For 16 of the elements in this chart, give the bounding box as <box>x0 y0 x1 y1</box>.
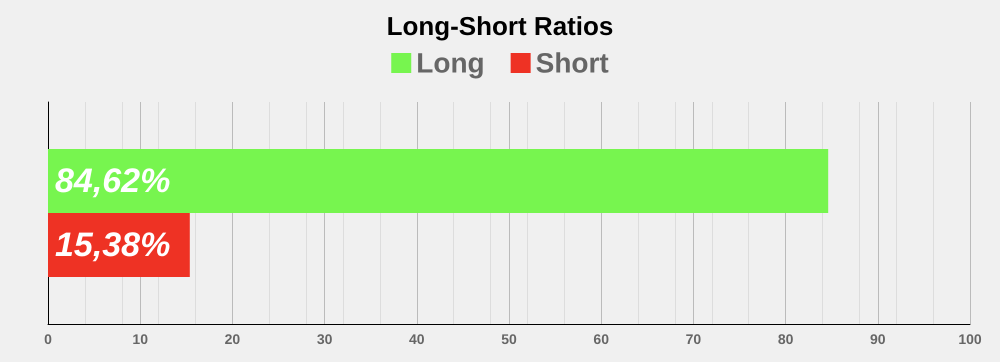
x-tick-label: 0 <box>44 331 52 347</box>
x-tick-label: 50 <box>501 331 517 347</box>
legend-label: Long <box>416 48 485 78</box>
legend-label: Short <box>536 48 609 78</box>
x-tick-label: 100 <box>958 331 982 347</box>
x-tick-label: 80 <box>778 331 794 347</box>
x-tick-label: 90 <box>870 331 886 347</box>
chart-title: Long-Short Ratios <box>386 11 614 41</box>
x-tick-label: 10 <box>132 331 148 347</box>
x-tick-label: 40 <box>409 331 425 347</box>
data-label: 84,62% <box>55 162 170 200</box>
x-tick-label: 60 <box>593 331 610 347</box>
data-label: 15,38% <box>55 226 170 264</box>
x-tick-label: 70 <box>686 331 702 347</box>
x-tick-label: 30 <box>316 331 333 347</box>
x-tick-label: 20 <box>224 331 240 347</box>
